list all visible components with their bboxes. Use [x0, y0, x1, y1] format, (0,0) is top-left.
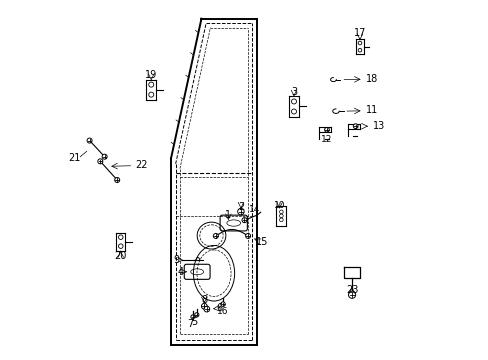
Circle shape — [203, 306, 209, 312]
Circle shape — [324, 127, 329, 132]
Text: 20: 20 — [114, 251, 127, 261]
Text: 8: 8 — [201, 295, 207, 305]
Text: 19: 19 — [145, 70, 157, 80]
Circle shape — [115, 177, 120, 183]
Text: 4: 4 — [177, 267, 183, 277]
Circle shape — [213, 233, 218, 238]
Text: 5: 5 — [191, 317, 197, 327]
Text: 7: 7 — [187, 319, 193, 329]
Text: 1: 1 — [224, 210, 230, 220]
Text: 9: 9 — [173, 255, 179, 265]
Text: 18: 18 — [365, 74, 377, 84]
Circle shape — [237, 208, 244, 215]
Circle shape — [245, 233, 250, 238]
Circle shape — [190, 315, 194, 319]
Circle shape — [87, 138, 92, 143]
Text: 15: 15 — [255, 237, 267, 247]
Text: 3: 3 — [290, 87, 296, 98]
Text: 23: 23 — [345, 285, 358, 296]
Circle shape — [98, 159, 102, 164]
Circle shape — [348, 291, 355, 298]
Circle shape — [353, 124, 357, 129]
Text: 12: 12 — [320, 135, 331, 144]
Text: 22: 22 — [135, 160, 148, 170]
Text: 11: 11 — [365, 105, 377, 116]
Text: 14: 14 — [248, 205, 260, 214]
Circle shape — [220, 302, 225, 306]
Text: 16: 16 — [217, 307, 228, 316]
Text: 10: 10 — [273, 201, 285, 210]
Text: 6: 6 — [216, 303, 222, 314]
Text: 17: 17 — [353, 28, 366, 38]
Text: 21: 21 — [68, 153, 80, 163]
Circle shape — [201, 303, 207, 309]
Circle shape — [242, 218, 246, 223]
Circle shape — [194, 313, 199, 317]
Circle shape — [102, 154, 107, 159]
Text: 2: 2 — [237, 202, 244, 212]
Text: 13: 13 — [372, 121, 385, 131]
